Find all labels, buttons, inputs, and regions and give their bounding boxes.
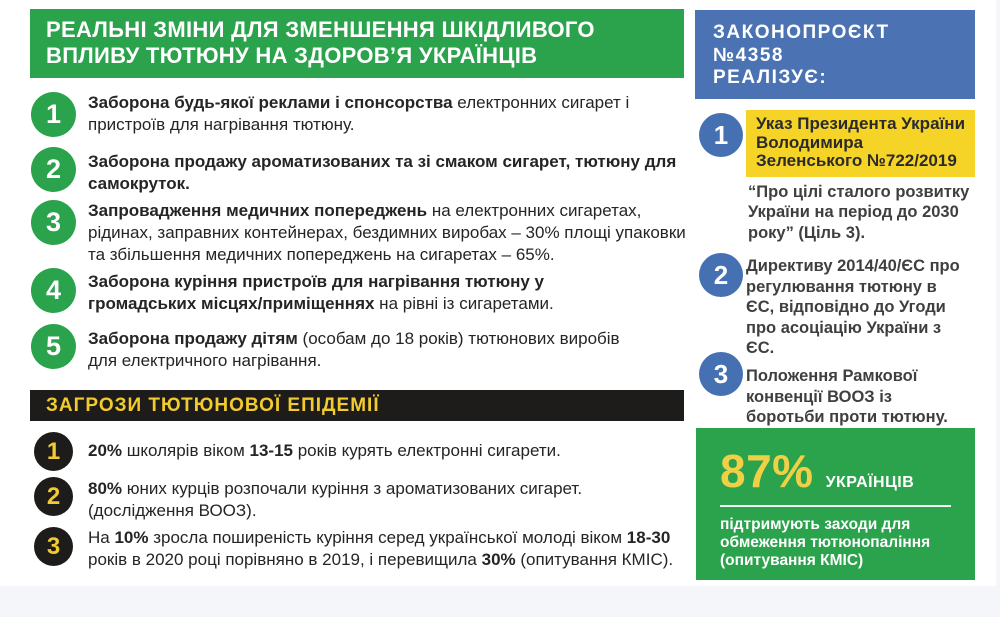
threat-1-seg: 13-15: [249, 441, 293, 460]
law-number-2: 2: [699, 253, 743, 297]
threat-3-seg: зросла поширеність куріння серед українс…: [148, 528, 627, 547]
list-item-4-lead: Заборона куріння пристроїв для нагріванн…: [88, 272, 545, 313]
stat-text: підтримують заходи для обмеження тютюноп…: [720, 516, 931, 569]
list-item-3-body: на електронних сигаретах, рідинах, запра…: [88, 201, 686, 264]
threat-item-3: На 10% зросла поширеність куріння серед …: [88, 527, 688, 570]
stat-value: 87%: [720, 445, 814, 497]
list-item-2-lead: Заборона продажу ароматизованих та зі см…: [88, 152, 677, 193]
law-item-1-rest: “Про цілі сталого розвитку України на пе…: [748, 182, 970, 242]
threats-title: ЗАГРОЗИ ТЮТЮНОВОЇ ЕПІДЕМІЇ: [46, 395, 380, 416]
threat-1-seg: років курять електронні сигарети.: [293, 441, 561, 460]
law-item-1-highlight: Указ Президента України Володимира Зелен…: [746, 110, 975, 177]
threat-2-seg: 80%: [88, 479, 123, 498]
list-item-4: Заборона куріння пристроїв для нагріванн…: [88, 271, 608, 315]
list-item-4-body: на рівні із сигаретами.: [374, 294, 554, 313]
law-title-banner: ЗАКОНОПРОЄКТ №4358 РЕАЛІЗУЄ:: [695, 10, 975, 99]
list-item-5-body: (особам до 18 років) тютюнових виробів д…: [88, 329, 620, 370]
threat-item-1: 20% школярів віком 13-15 років курять ел…: [88, 440, 688, 462]
list-item-1-body: електронних сигарет і пристроїв для нагр…: [88, 93, 630, 134]
threat-1-seg: 20%: [88, 441, 123, 460]
list-number-1: 1: [31, 92, 76, 137]
threats-title-banner: ЗАГРОЗИ ТЮТЮНОВОЇ ЕПІДЕМІЇ: [30, 390, 684, 421]
threat-2-seg: юних курців розпочали куріння з ароматиз…: [88, 479, 583, 520]
list-item-1-lead: Заборона будь-якої реклами і спонсорства: [88, 93, 453, 112]
law-title-line-3: РЕАЛІЗУЄ:: [713, 67, 828, 88]
threat-item-2: 80% юних курців розпочали куріння з аром…: [88, 478, 688, 522]
threat-3-seg: 30%: [481, 549, 516, 569]
threat-1-seg: школярів віком: [122, 441, 250, 460]
law-item-2: Директиву 2014/40/ЄС про регулювання тют…: [746, 257, 960, 357]
main-title-banner: РЕАЛЬНІ ЗМІНИ ДЛЯ ЗМЕНШЕННЯ ШКІДЛИВОГО В…: [30, 9, 684, 78]
law-item-3: Положення Рамкової конвенції ВООЗ із бор…: [746, 367, 948, 426]
threat-3-seg: 18-30: [626, 528, 671, 547]
list-item-3: Запровадження медичних попереджень на ел…: [88, 200, 686, 266]
list-number-5: 5: [31, 324, 76, 369]
stat-divider: [720, 505, 951, 507]
list-item-2: Заборона продажу ароматизованих та зі см…: [88, 151, 688, 195]
list-number-2: 2: [31, 147, 76, 192]
list-item-5-lead: Заборона продажу дітям: [88, 329, 298, 348]
stat-label: УКРАЇНЦІВ: [825, 474, 915, 491]
list-number-3: 3: [31, 200, 76, 245]
law-number-1: 1: [699, 113, 743, 157]
law-title-line-1: ЗАКОНОПРОЄКТ: [713, 22, 890, 43]
main-title: РЕАЛЬНІ ЗМІНИ ДЛЯ ЗМЕНШЕННЯ ШКІДЛИВОГО В…: [46, 17, 595, 68]
threat-3-seg: На: [88, 528, 115, 547]
list-item-1: Заборона будь-якої реклами і спонсорства…: [88, 92, 680, 136]
law-item-1: Указ Президента України Володимира Зелен…: [746, 110, 975, 243]
stat-box: 87% УКРАЇНЦІВ підтримують заходи для обм…: [696, 428, 975, 580]
threat-3-seg: років в 2020 році порівняно в 2019, і пе…: [88, 549, 482, 569]
threat-number-2: 2: [34, 477, 73, 516]
list-item-5: Заборона продажу дітям (особам до 18 рок…: [88, 328, 648, 372]
list-item-3-lead: Запровадження медичних попереджень: [88, 201, 428, 220]
stat-row: 87% УКРАЇНЦІВ: [720, 444, 953, 498]
law-number-3: 3: [699, 352, 743, 396]
threat-number-3: 3: [34, 527, 73, 566]
threat-number-1: 1: [34, 432, 73, 471]
threat-3-seg: (опитування КМІС).: [515, 549, 674, 569]
law-title-line-2: №4358: [713, 44, 784, 66]
threat-3-seg: 10%: [114, 528, 149, 547]
list-number-4: 4: [31, 268, 76, 313]
